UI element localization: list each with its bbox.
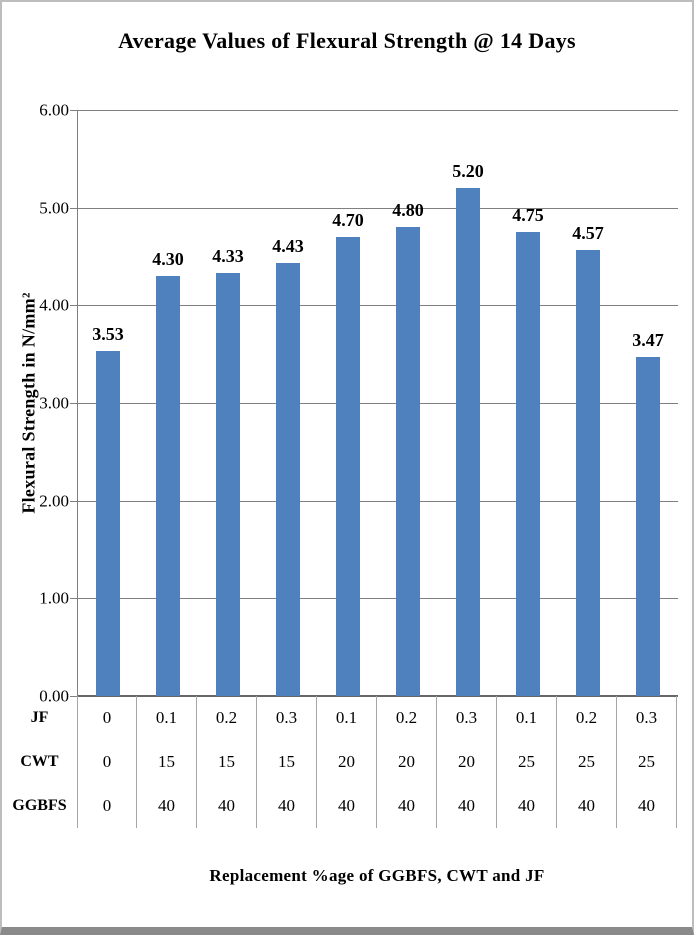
table-cell: 40 <box>377 784 437 828</box>
bar-value-label: 3.53 <box>92 324 124 345</box>
bar-column: 3.47 <box>618 110 678 696</box>
table-cell: 15 <box>197 740 257 784</box>
chart-title: Average Values of Flexural Strength @ 14… <box>118 28 576 53</box>
gridline <box>78 598 678 600</box>
gridline <box>78 110 678 111</box>
y-axis-tick <box>70 500 78 502</box>
table-cell: 40 <box>557 784 617 828</box>
bar-value-label: 4.57 <box>572 222 604 243</box>
table-cell: 20 <box>317 740 377 784</box>
table-cell: 40 <box>257 784 317 828</box>
table-cell: 0 <box>77 784 137 828</box>
bar <box>396 227 420 696</box>
x-axis-line <box>78 695 678 697</box>
table-cell: 0.2 <box>377 696 437 740</box>
bar <box>576 249 600 696</box>
bar-column: 4.75 <box>498 110 558 696</box>
bar-column: 3.53 <box>78 110 138 696</box>
table-cell: 0.1 <box>497 696 557 740</box>
y-axis-tick-label: 3.00 <box>39 393 69 413</box>
bar-value-label: 4.30 <box>152 249 184 270</box>
y-axis-tick <box>70 305 78 307</box>
bar-column: 4.57 <box>558 110 618 696</box>
table-cell: 0 <box>77 740 137 784</box>
y-axis-tick <box>70 598 78 600</box>
y-axis-tick-label: 4.00 <box>39 295 69 315</box>
table-cell: 40 <box>497 784 557 828</box>
bar <box>456 188 480 696</box>
gridline <box>78 403 678 404</box>
gridline <box>78 500 678 502</box>
bar <box>216 273 240 696</box>
y-axis-tick-label: 0.00 <box>39 686 69 706</box>
table-cell: 0.2 <box>197 696 257 740</box>
table-cell: 15 <box>257 740 317 784</box>
y-axis-tick <box>70 403 78 404</box>
y-axis-tick <box>70 696 78 697</box>
table-cell: 40 <box>317 784 377 828</box>
y-axis-tick-label: 5.00 <box>39 198 69 218</box>
bar-value-label: 5.20 <box>452 161 484 182</box>
table-cell: 0.3 <box>437 696 497 740</box>
table-cell: 40 <box>137 784 197 828</box>
table-cell: 40 <box>617 784 677 828</box>
bar-column: 4.80 <box>378 110 438 696</box>
y-axis-tick <box>70 110 78 111</box>
y-axis-tick <box>70 207 78 209</box>
plot-area: 6.00 5.00 4.00 3.00 2.00 1.00 0.00 3.53 4.30 4.3… <box>39 102 678 705</box>
bar-column: 5.20 <box>438 110 498 696</box>
bar-column: 4.43 <box>258 110 318 696</box>
bar <box>636 357 660 696</box>
x-axis-title: Replacement %age of GGBFS, CWT and JF <box>209 866 545 885</box>
table-row-label: CWT <box>20 753 59 770</box>
table-cell: 25 <box>557 740 617 784</box>
table-row-label: GGBFS <box>12 797 67 814</box>
table-cell: 0 <box>77 696 137 740</box>
y-axis-tick-label: 2.00 <box>39 491 69 511</box>
table-cell: 0.1 <box>137 696 197 740</box>
table-cell: 20 <box>437 740 497 784</box>
table-cell: 0.3 <box>257 696 317 740</box>
y-axis-tick-label: 1.00 <box>39 588 69 608</box>
table-cell: 15 <box>137 740 197 784</box>
bar-column: 4.30 <box>138 110 198 696</box>
bar <box>96 351 120 696</box>
gridline <box>78 305 678 307</box>
table-cell: 20 <box>377 740 437 784</box>
table-cell: 0.2 <box>557 696 617 740</box>
gridline <box>78 207 678 209</box>
bar-value-label: 4.33 <box>212 246 244 267</box>
table-cell: 0.3 <box>617 696 677 740</box>
table-cell: 40 <box>197 784 257 828</box>
bar-value-label: 4.70 <box>332 209 364 230</box>
table-cell: 25 <box>617 740 677 784</box>
table-cell: 0.1 <box>317 696 377 740</box>
bar-value-label: 4.75 <box>512 205 544 226</box>
bar-column: 4.70 <box>318 110 378 696</box>
bar <box>276 263 300 696</box>
bar <box>336 236 360 696</box>
bar-value-label: 4.80 <box>392 200 424 221</box>
bar-value-label: 3.47 <box>632 330 664 351</box>
y-axis-tick-label: 6.00 <box>39 100 69 120</box>
bar <box>516 232 540 696</box>
table-cell: 25 <box>497 740 557 784</box>
bar <box>156 276 180 696</box>
bars-layer: 3.53 4.30 4.33 4.43 4.70 4.80 5.20 4.75 4.57 3.47 <box>78 110 678 696</box>
bar-column: 4.33 <box>198 110 258 696</box>
category-table: JF 0 0.1 0.2 0.3 0.1 0.2 0.3 0.1 0.2 0.3 CWT 0 15 15 15… <box>2 696 677 828</box>
bar-value-label: 4.43 <box>272 236 304 257</box>
table-row-label: JF <box>30 709 49 726</box>
table-cell: 40 <box>437 784 497 828</box>
